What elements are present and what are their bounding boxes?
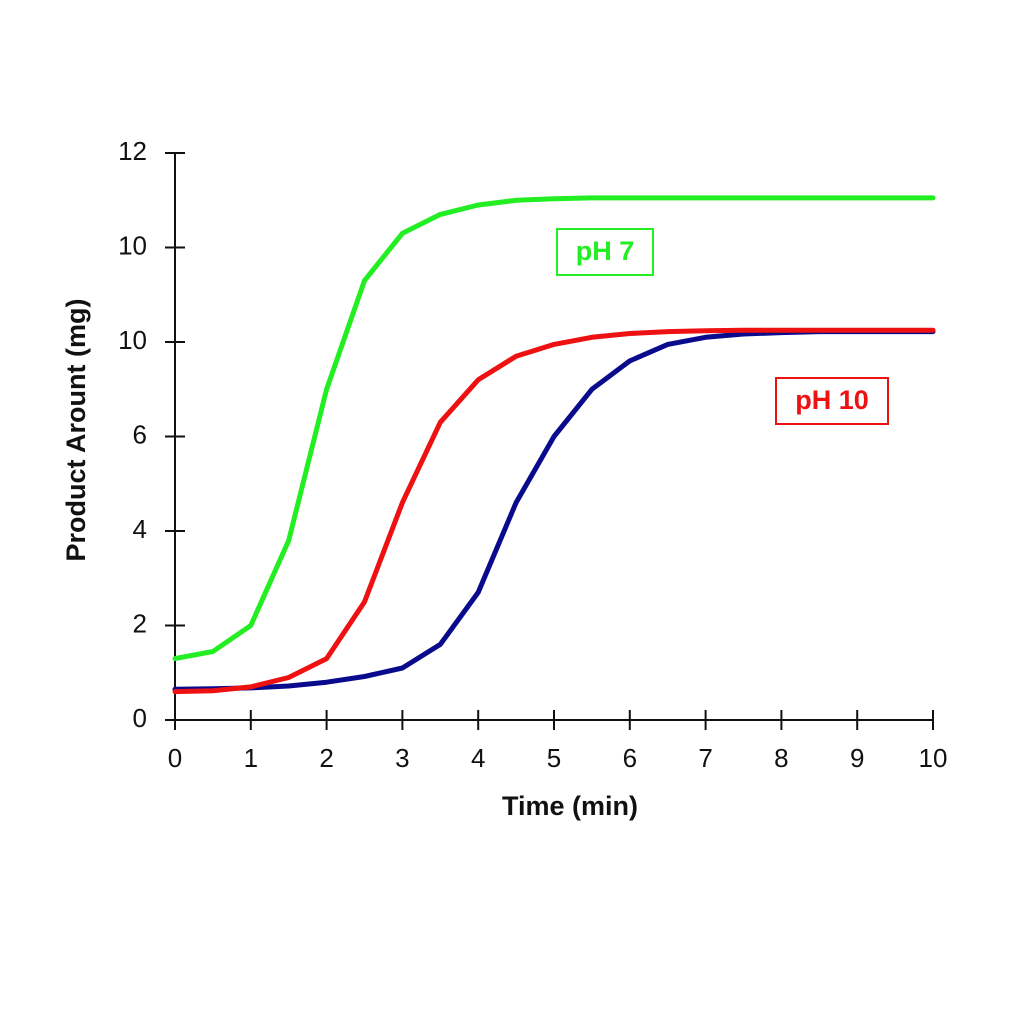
annotation-box — [775, 377, 889, 425]
x-tick-label: 2 — [319, 743, 333, 773]
x-tick-label: 3 — [395, 743, 409, 773]
x-tick-label: 8 — [774, 743, 788, 773]
x-tick-label: 0 — [168, 743, 182, 773]
y-tick-label: 2 — [133, 608, 147, 638]
y-tick-label: 10 — [118, 230, 147, 260]
series-line — [172, 327, 936, 695]
y-axis-title: Product Arount (mg) — [61, 299, 91, 562]
series-line — [172, 195, 936, 662]
y-tick-label: 4 — [133, 514, 147, 544]
x-tick-label: 6 — [623, 743, 637, 773]
x-axis-title: Time (min) — [502, 791, 638, 821]
x-tick-label: 4 — [471, 743, 485, 773]
y-tick-label: 12 — [118, 136, 147, 166]
annotation-box — [556, 228, 654, 276]
x-tick-label: 7 — [698, 743, 712, 773]
x-tick-label: 1 — [244, 743, 258, 773]
series-annotation: pH 7 — [576, 236, 635, 266]
x-tick-label: 10 — [919, 743, 948, 773]
x-tick-label: 9 — [850, 743, 864, 773]
y-tick-label: 6 — [133, 419, 147, 449]
x-tick-label: 5 — [547, 743, 561, 773]
y-tick-label: 10 — [118, 325, 147, 355]
y-tick-label: 0 — [133, 703, 147, 733]
series-annotation: pH 10 — [795, 385, 869, 415]
